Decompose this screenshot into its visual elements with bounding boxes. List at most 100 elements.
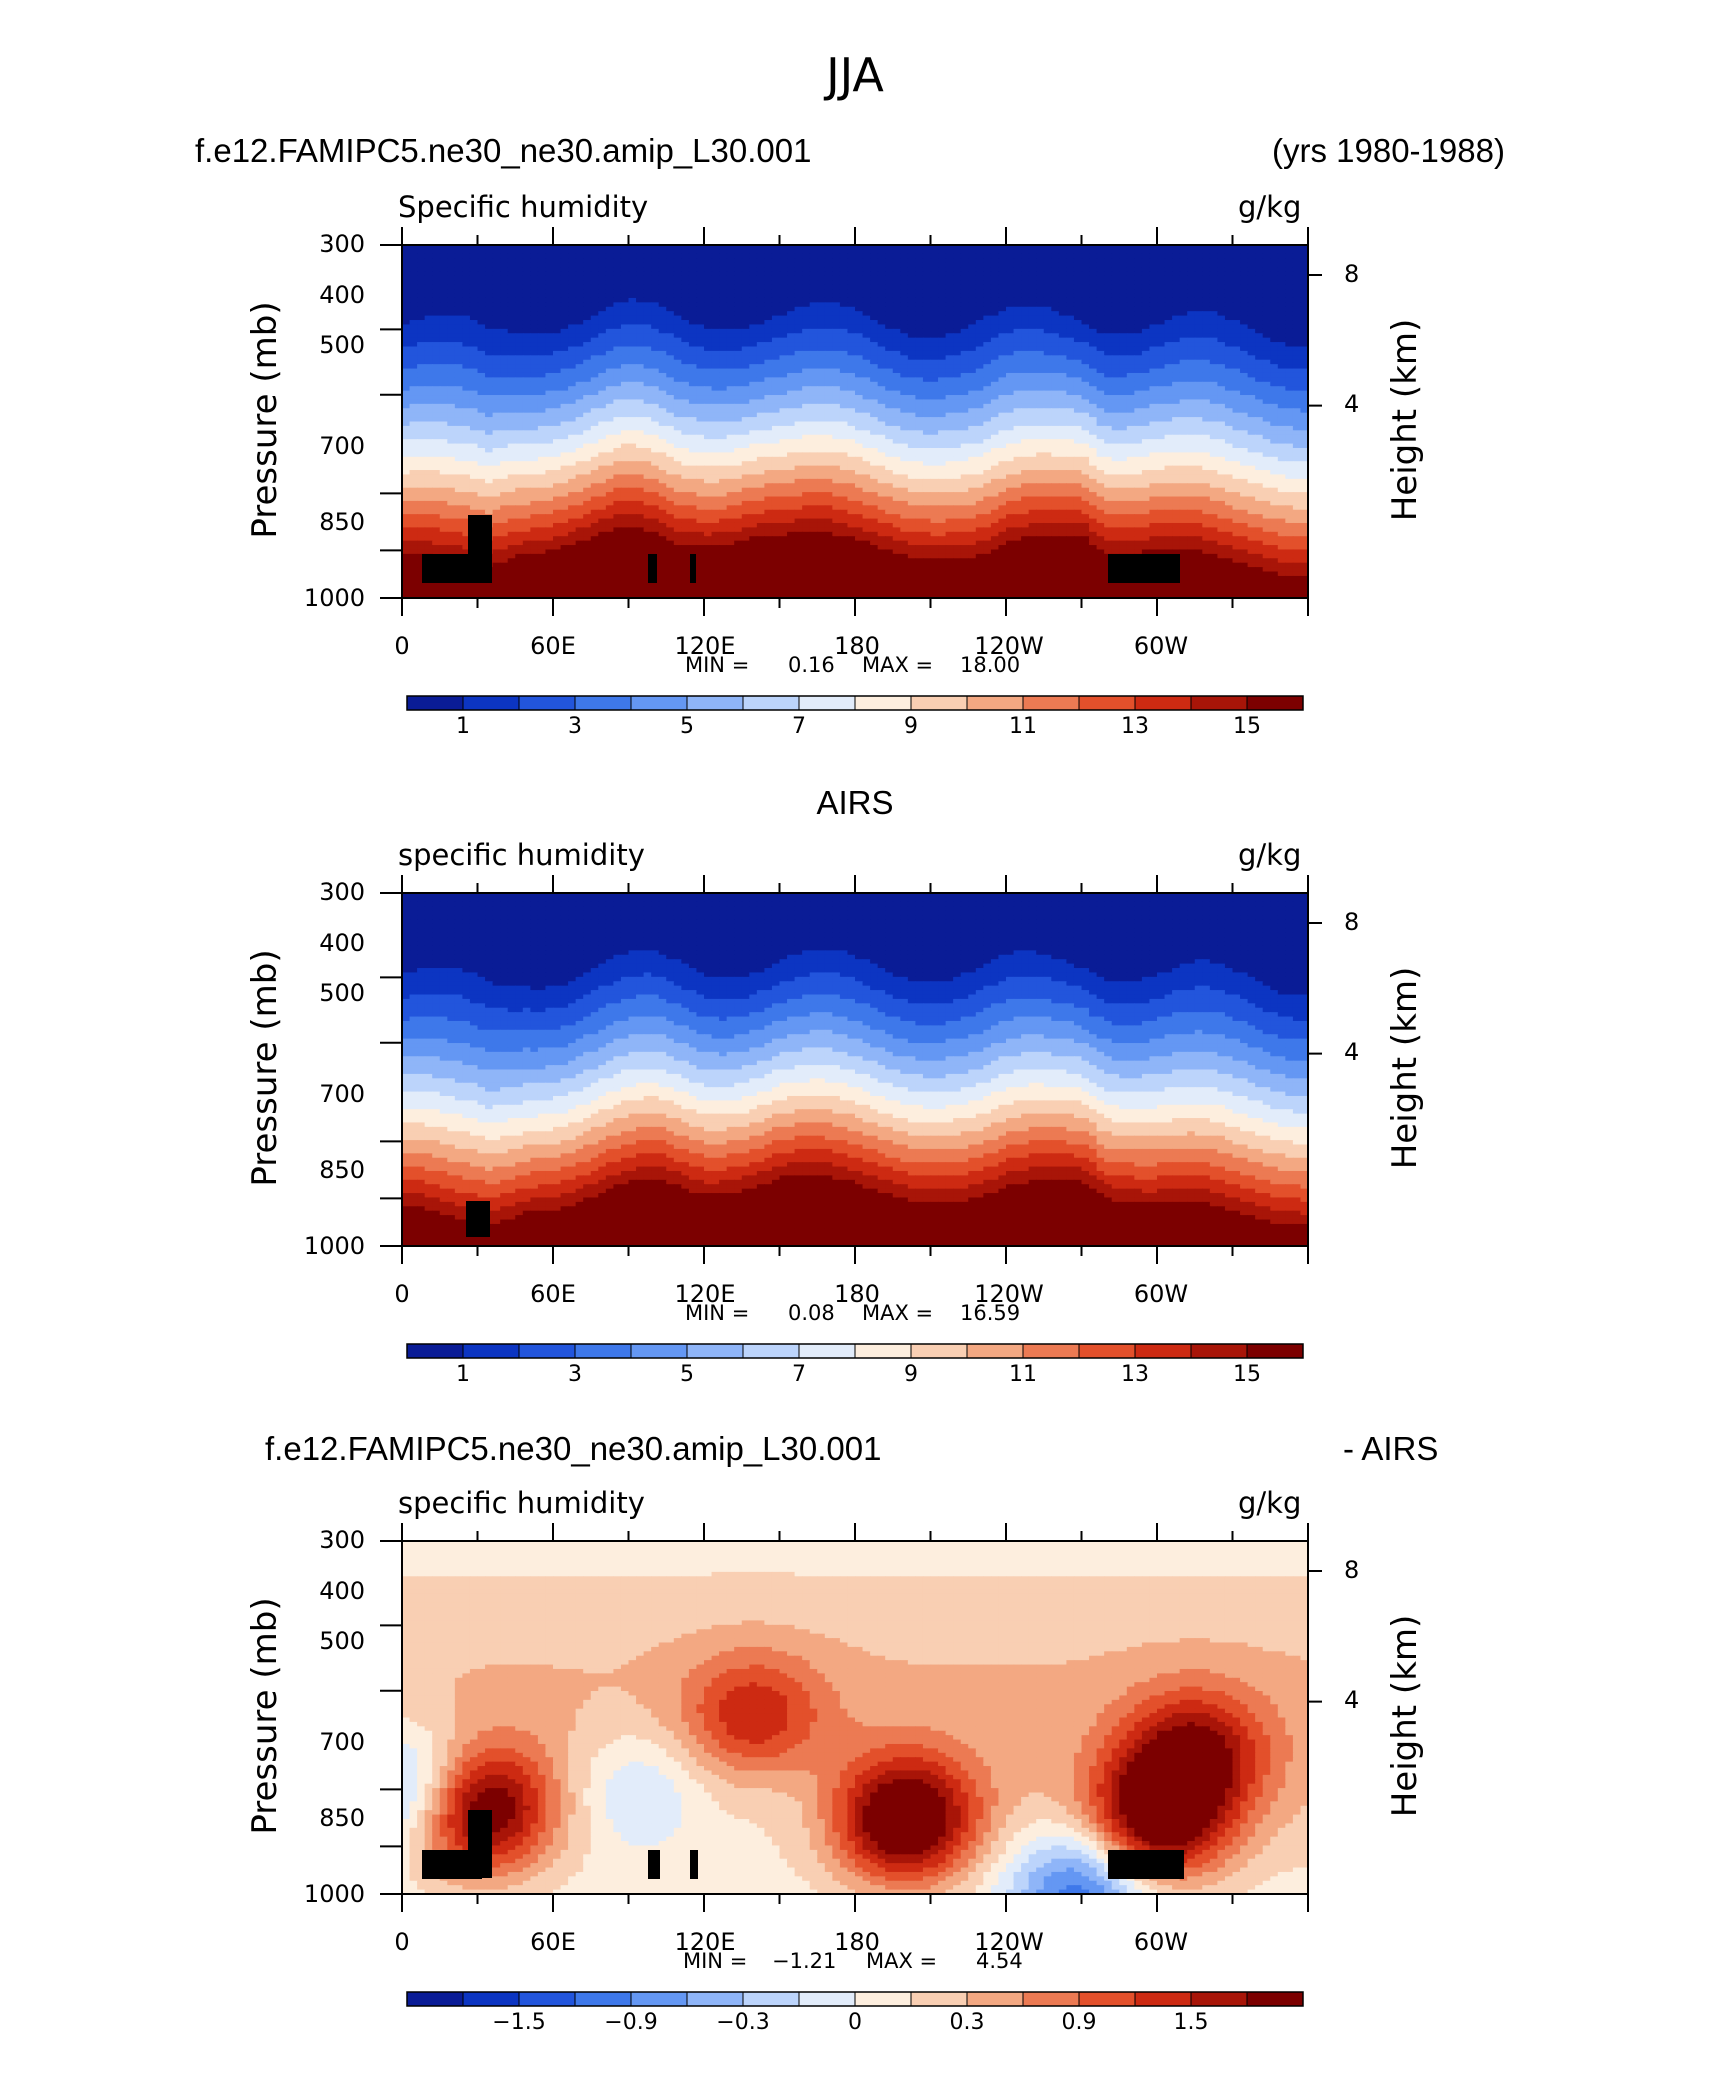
- panel3-field: [402, 1541, 1309, 1895]
- panel1-ytick-label: 700: [319, 432, 365, 460]
- panel2-cbar-tick: 5: [680, 1362, 694, 1387]
- panel2-colorbar-swatch: [1135, 1344, 1192, 1358]
- panel3-colorbar-swatch: [1247, 1992, 1304, 2006]
- panel1-ytick-right-label: 8: [1344, 260, 1359, 288]
- panel2-max-value: 16.59: [960, 1301, 1020, 1325]
- panel1-cbar-tick: 5: [680, 714, 694, 739]
- panel3-max-value: 4.54: [976, 1949, 1023, 1973]
- panel3-xtick-label: 120E: [675, 1928, 736, 1956]
- panel3-title: specific humidity: [398, 1486, 645, 1520]
- panel1-field: [402, 245, 1309, 599]
- panel2-ytick-right-label: 4: [1344, 1038, 1359, 1066]
- panel3-ytick-right-label: 8: [1344, 1556, 1359, 1584]
- panel2-cbar-tick: 1: [456, 1362, 470, 1387]
- panel2-ytick-label: 1000: [304, 1232, 365, 1260]
- panel1-colorbar-swatch: [743, 696, 800, 710]
- panel2-xtick-label: 60W: [1134, 1280, 1188, 1308]
- panel1-min-value: 0.16: [788, 653, 835, 677]
- panel2-colorbar-swatch: [799, 1344, 856, 1358]
- panel2-cbar-tick: 15: [1233, 1362, 1261, 1387]
- panel1-xtick-label: 120W: [974, 632, 1044, 660]
- panel2-cbar-tick: 7: [792, 1362, 806, 1387]
- panel2-cbar-tick: 13: [1121, 1362, 1149, 1387]
- years-label: (yrs 1980-1988): [1272, 132, 1505, 170]
- panel3-ytick-label: 700: [319, 1728, 365, 1756]
- panel2-colorbar-swatch: [855, 1344, 912, 1358]
- panel2-xtick-label: 120W: [974, 1280, 1044, 1308]
- panel3-colorbar-swatch: [1079, 1992, 1136, 2006]
- panel3-topography-mask: [1108, 1850, 1184, 1879]
- panel2-cbar-tick: 3: [568, 1362, 582, 1387]
- panel1-ytick-right-label: 4: [1344, 390, 1359, 418]
- panel3-colorbar-swatch: [1023, 1992, 1080, 2006]
- panel3-ytick-label: 500: [319, 1627, 365, 1655]
- panel1-colorbar-swatch: [687, 696, 744, 710]
- panel3-ytick-right-label: 4: [1344, 1686, 1359, 1714]
- panel2-colorbar-swatch: [687, 1344, 744, 1358]
- panel2-colorbar-swatch: [1023, 1344, 1080, 1358]
- panel1-colorbar-swatch: [1079, 696, 1136, 710]
- panel1-cbar-tick: 15: [1233, 714, 1261, 739]
- panel2-ytick-right-label: 8: [1344, 908, 1359, 936]
- panel1-colorbar-swatch: [911, 696, 968, 710]
- panel3-xtick-label: 120W: [974, 1928, 1044, 1956]
- panel3-cbar-tick: −0.9: [604, 2010, 657, 2035]
- panel3-ytick-label: 850: [319, 1804, 365, 1832]
- panel3-colorbar-swatch: [1135, 1992, 1192, 2006]
- panel1-cbar-tick: 7: [792, 714, 806, 739]
- panel3-colorbar-swatch: [575, 1992, 632, 2006]
- panel2-ytick-label: 850: [319, 1156, 365, 1184]
- panel3-topography-mask: [690, 1850, 698, 1879]
- panel1-colorbar-swatch: [575, 696, 632, 710]
- panel1-title: Specific humidity: [398, 190, 648, 224]
- diff-obs-title: - AIRS: [1343, 1430, 1438, 1468]
- panel1-colorbar-swatch: [519, 696, 576, 710]
- panel2-field: [402, 893, 1309, 1247]
- panel2-xtick-label: 180: [834, 1280, 880, 1308]
- panel2-colorbar-swatch: [575, 1344, 632, 1358]
- panel2-ytick-label: 300: [319, 878, 365, 906]
- panel3-max-label: MAX =: [866, 1949, 937, 1973]
- panel3-colorbar-swatch: [911, 1992, 968, 2006]
- panel2-max-label: MAX =: [862, 1301, 933, 1325]
- panel3-xtick-label: 0: [394, 1928, 409, 1956]
- panel3-cbar-tick: −1.5: [492, 2010, 545, 2035]
- panel1-cbar-tick: 13: [1121, 714, 1149, 739]
- panel1-topography-mask: [468, 515, 492, 583]
- panel3-topography-mask: [648, 1850, 660, 1879]
- panel3-xtick-label: 60E: [530, 1928, 576, 1956]
- panel2-colorbar-swatch: [1247, 1344, 1304, 1358]
- panel3-xtick-label: 60W: [1134, 1928, 1188, 1956]
- panel2-colorbar-swatch: [407, 1344, 464, 1358]
- panel1-topography-mask: [648, 554, 657, 583]
- season-title: JJA: [0, 48, 1710, 102]
- panel2-xtick-label: 0: [394, 1280, 409, 1308]
- panel2-ytick-label: 500: [319, 979, 365, 1007]
- panel2-topography-mask: [466, 1201, 490, 1237]
- panel3-colorbar-swatch: [407, 1992, 464, 2006]
- panel3-colorbar-swatch: [519, 1992, 576, 2006]
- panel1-cbar-tick: 1: [456, 714, 470, 739]
- panel1-xtick-label: 120E: [675, 632, 736, 660]
- panel1-topography-mask: [1108, 554, 1180, 583]
- panel1-xtick-label: 60E: [530, 632, 576, 660]
- panel2-colorbar-swatch: [519, 1344, 576, 1358]
- panel3-cbar-tick: −0.3: [716, 2010, 769, 2035]
- panel3-ytick-label: 400: [319, 1577, 365, 1605]
- panel1-min-label: MIN =: [685, 653, 749, 677]
- panel2-colorbar-swatch: [631, 1344, 688, 1358]
- panel2-colorbar-swatch: [743, 1344, 800, 1358]
- panel1-cbar-tick: 9: [904, 714, 918, 739]
- panel2-colorbar-swatch: [911, 1344, 968, 1358]
- panel2-colorbar-swatch: [1079, 1344, 1136, 1358]
- panel3-colorbar-swatch: [743, 1992, 800, 2006]
- panel2-colorbar-swatch: [463, 1344, 520, 1358]
- panel3-colorbar-swatch: [1191, 1992, 1248, 2006]
- panel2-cbar-tick: 11: [1009, 1362, 1037, 1387]
- panel1-colorbar-swatch: [1135, 696, 1192, 710]
- panel1-colorbar-swatch: [1191, 696, 1248, 710]
- panel1-ytick-label: 400: [319, 281, 365, 309]
- panel2-xtick-label: 60E: [530, 1280, 576, 1308]
- panel1-ytick-label: 1000: [304, 584, 365, 612]
